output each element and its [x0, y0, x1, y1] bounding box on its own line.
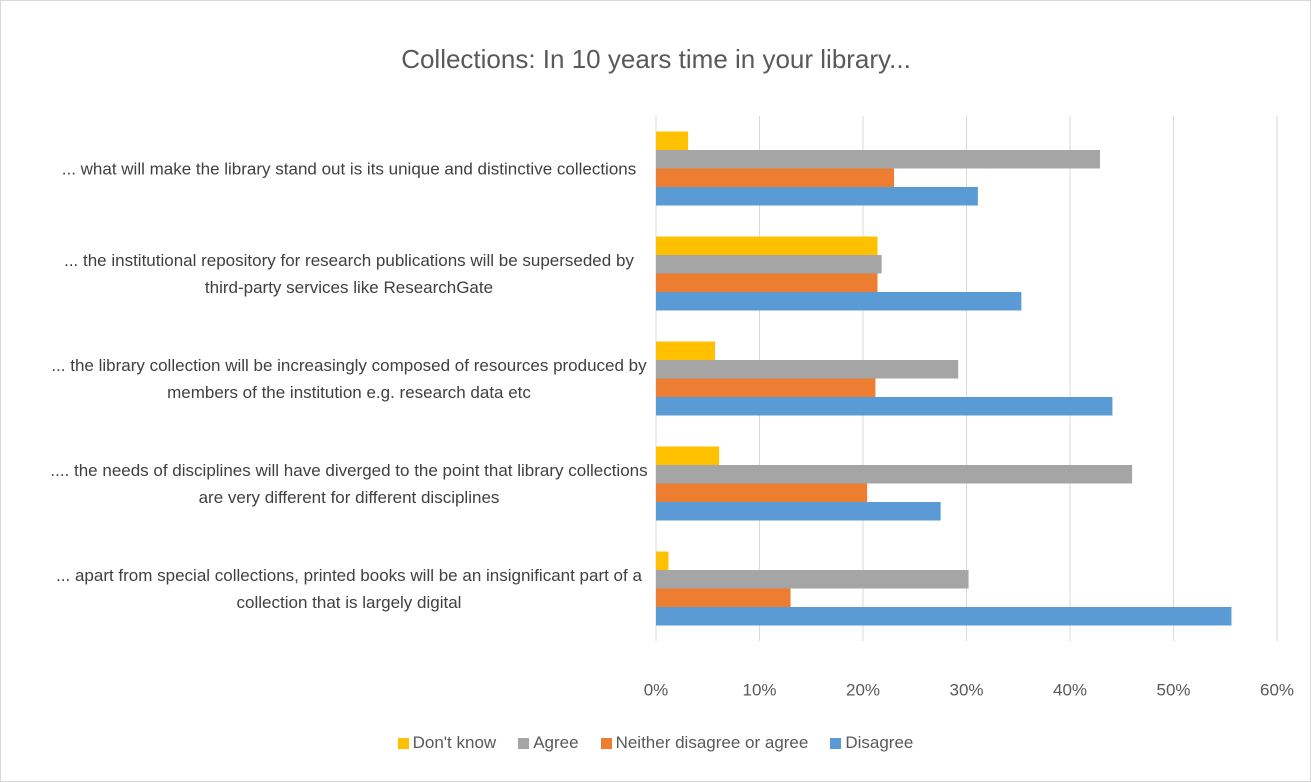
- legend-swatch: [397, 737, 409, 749]
- legend-label: Neither disagree or agree: [615, 733, 809, 752]
- bar: [656, 483, 868, 502]
- legend-label: Don't know: [412, 733, 497, 752]
- bar: [656, 150, 1101, 169]
- x-tick-label: 20%: [846, 680, 880, 699]
- category-label: ... apart from special collections, prin…: [56, 565, 642, 612]
- chart-title: Collections: In 10 years time in your li…: [401, 44, 911, 74]
- bar: [656, 378, 876, 397]
- bar: [656, 502, 941, 521]
- bar: [656, 168, 895, 187]
- category-label: ... the institutional repository for res…: [64, 250, 634, 297]
- x-tick-label: 40%: [1053, 680, 1087, 699]
- bar: [656, 131, 689, 150]
- bar: [656, 551, 669, 570]
- legend-label: Agree: [533, 733, 579, 752]
- category-label: .... the needs of disciplines will have …: [50, 460, 648, 507]
- bar: [656, 292, 1022, 311]
- bar: [656, 570, 969, 589]
- bar: [656, 588, 791, 607]
- bar: [656, 465, 1133, 484]
- x-tick-label: 50%: [1156, 680, 1190, 699]
- bar: [656, 446, 720, 465]
- x-tick-label: 10%: [742, 680, 776, 699]
- legend-item: Don't know: [397, 733, 497, 753]
- bar: [656, 341, 715, 360]
- bar: [656, 607, 1232, 626]
- x-tick-label: 60%: [1260, 680, 1294, 699]
- category-label: ... what will make the library stand out…: [61, 159, 637, 178]
- x-tick-label: 0%: [644, 680, 669, 699]
- legend-label: Disagree: [845, 733, 914, 752]
- legend: Don't know Agree Neither disagree or agree…: [1, 733, 1310, 753]
- legend-swatch: [518, 737, 530, 749]
- legend-swatch: [830, 737, 842, 749]
- x-tick-label: 30%: [949, 680, 983, 699]
- bar: [656, 255, 882, 274]
- bar: [656, 360, 959, 379]
- bar: [656, 397, 1113, 416]
- category-label: ... the library collection will be incre…: [51, 355, 647, 402]
- bar: [656, 236, 878, 255]
- legend-item: Agree: [518, 733, 579, 753]
- bar: [656, 187, 978, 206]
- legend-item: Neither disagree or agree: [600, 733, 809, 753]
- legend-swatch: [600, 737, 612, 749]
- legend-item: Disagree: [830, 733, 913, 753]
- bar: [656, 273, 878, 292]
